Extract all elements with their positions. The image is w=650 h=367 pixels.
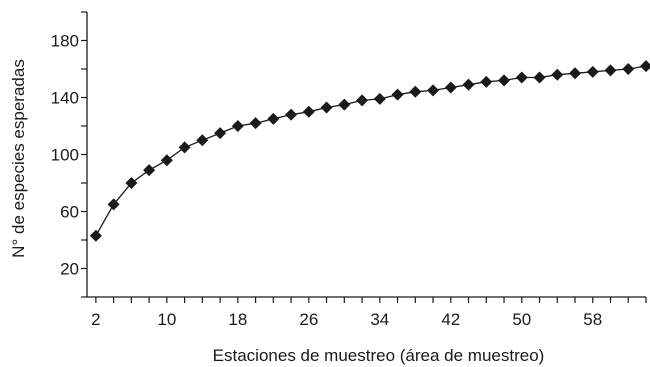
data-point xyxy=(569,67,582,80)
data-point xyxy=(586,65,599,78)
y-tick-label: 100 xyxy=(51,146,79,165)
data-point xyxy=(640,60,650,73)
data-point xyxy=(285,108,298,121)
data-point xyxy=(231,120,244,132)
data-point xyxy=(196,134,209,147)
data-point xyxy=(160,154,173,167)
data-point xyxy=(551,68,564,81)
data-point xyxy=(267,112,280,125)
data-point xyxy=(622,63,635,75)
data-point xyxy=(125,177,138,189)
data-point xyxy=(533,71,546,84)
data-point xyxy=(214,127,227,140)
series-line xyxy=(95,65,647,237)
y-tick-label: 180 xyxy=(51,32,79,51)
y-axis-ticks: 20 60 100 140 180 xyxy=(51,11,87,298)
data-point xyxy=(391,88,404,101)
x-tick-label: 50 xyxy=(512,310,531,329)
data-point xyxy=(604,64,617,77)
data-point xyxy=(107,198,120,211)
data-point xyxy=(515,71,528,84)
data-point xyxy=(462,78,475,91)
data-point xyxy=(444,81,457,94)
y-tick-label: 60 xyxy=(60,203,79,222)
data-point xyxy=(356,94,369,107)
x-tick-label: 10 xyxy=(157,310,176,329)
x-axis-title: Estaciones de muestreo (área de muestreo… xyxy=(213,346,545,365)
data-point xyxy=(302,105,315,118)
series-markers xyxy=(89,60,650,242)
data-point xyxy=(480,75,493,88)
data-point xyxy=(409,85,422,98)
data-point xyxy=(143,164,156,177)
y-tick-label: 140 xyxy=(51,89,79,108)
plot-area: 20 60 100 140 180 2 10 18 26 34 42 50 58 xyxy=(51,11,650,329)
data-point xyxy=(373,92,386,105)
y-axis-title: N° de especies esperadas xyxy=(9,59,28,258)
data-point xyxy=(249,117,262,130)
data-point xyxy=(427,84,440,97)
x-tick-label: 2 xyxy=(91,310,100,329)
data-point xyxy=(338,98,351,111)
x-tick-label: 34 xyxy=(370,310,389,329)
data-point xyxy=(178,141,191,154)
data-point xyxy=(498,74,511,87)
x-tick-label: 58 xyxy=(583,310,602,329)
data-point xyxy=(89,229,102,242)
data-point xyxy=(320,101,333,114)
y-tick-label: 20 xyxy=(60,260,79,279)
x-tick-label: 26 xyxy=(299,310,318,329)
x-tick-label: 18 xyxy=(228,310,247,329)
x-tick-label: 42 xyxy=(441,310,460,329)
x-axis-ticks: 2 10 18 26 34 42 50 58 xyxy=(91,297,647,329)
